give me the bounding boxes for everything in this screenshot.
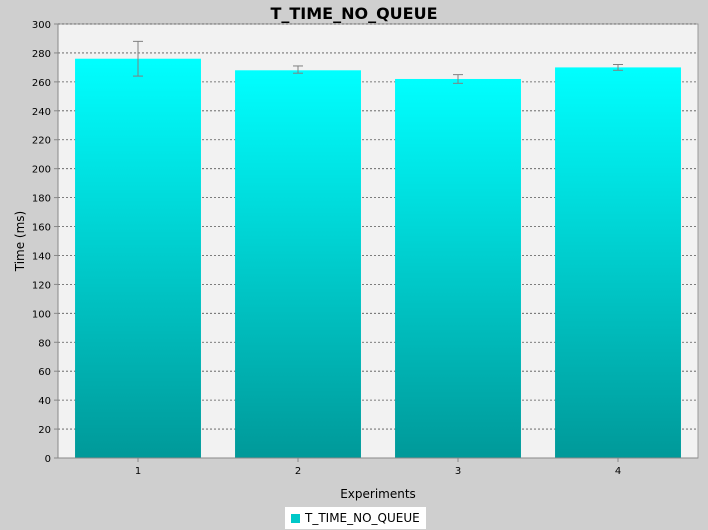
error-bar-2	[293, 65, 303, 74]
x-tick-label: 3	[455, 466, 461, 477]
bar-4	[555, 67, 681, 459]
chart-title: T_TIME_NO_QUEUE	[270, 4, 437, 23]
y-tick-label: 220	[32, 136, 51, 147]
y-tick-label: 240	[32, 107, 51, 118]
error-bar-3	[453, 74, 463, 84]
y-tick-label: 200	[32, 165, 51, 176]
y-tick-label: 260	[32, 78, 51, 89]
y-tick-label: 300	[32, 20, 51, 31]
y-tick-label: 80	[38, 338, 51, 349]
y-tick-label: 280	[32, 49, 51, 60]
legend-label: T_TIME_NO_QUEUE	[305, 511, 420, 525]
y-tick-label: 40	[38, 396, 51, 407]
bar-3	[395, 78, 521, 459]
legend: T_TIME_NO_QUEUE	[284, 506, 427, 530]
y-tick-label: 120	[32, 280, 51, 291]
bar-1	[75, 58, 201, 458]
y-axis-label: Time (ms)	[13, 211, 27, 273]
y-tick-label: 20	[38, 425, 51, 436]
y-tick-label: 60	[38, 367, 51, 378]
error-bars	[133, 40, 623, 84]
x-axis-label: Experiments	[340, 487, 416, 501]
y-tick-label: 160	[32, 223, 51, 234]
y-tick-label: 140	[32, 251, 51, 262]
error-bar-1	[133, 40, 143, 77]
y-tick-label: 0	[45, 454, 51, 465]
x-axis-ticks: 1 2 3 4	[135, 458, 621, 477]
error-bar-4	[613, 64, 623, 71]
bars	[75, 58, 681, 459]
x-tick-label: 2	[295, 466, 301, 477]
x-tick-label: 4	[615, 466, 621, 477]
y-tick-label: 180	[32, 194, 51, 205]
y-axis-ticks: 0 20 40 60 80 100 120 140 160 180 200 220 240 260 280 3…	[32, 20, 58, 465]
legend-swatch	[291, 513, 300, 523]
bar-2	[235, 70, 361, 458]
x-tick-label: 1	[135, 466, 141, 477]
y-tick-label: 100	[32, 309, 51, 320]
